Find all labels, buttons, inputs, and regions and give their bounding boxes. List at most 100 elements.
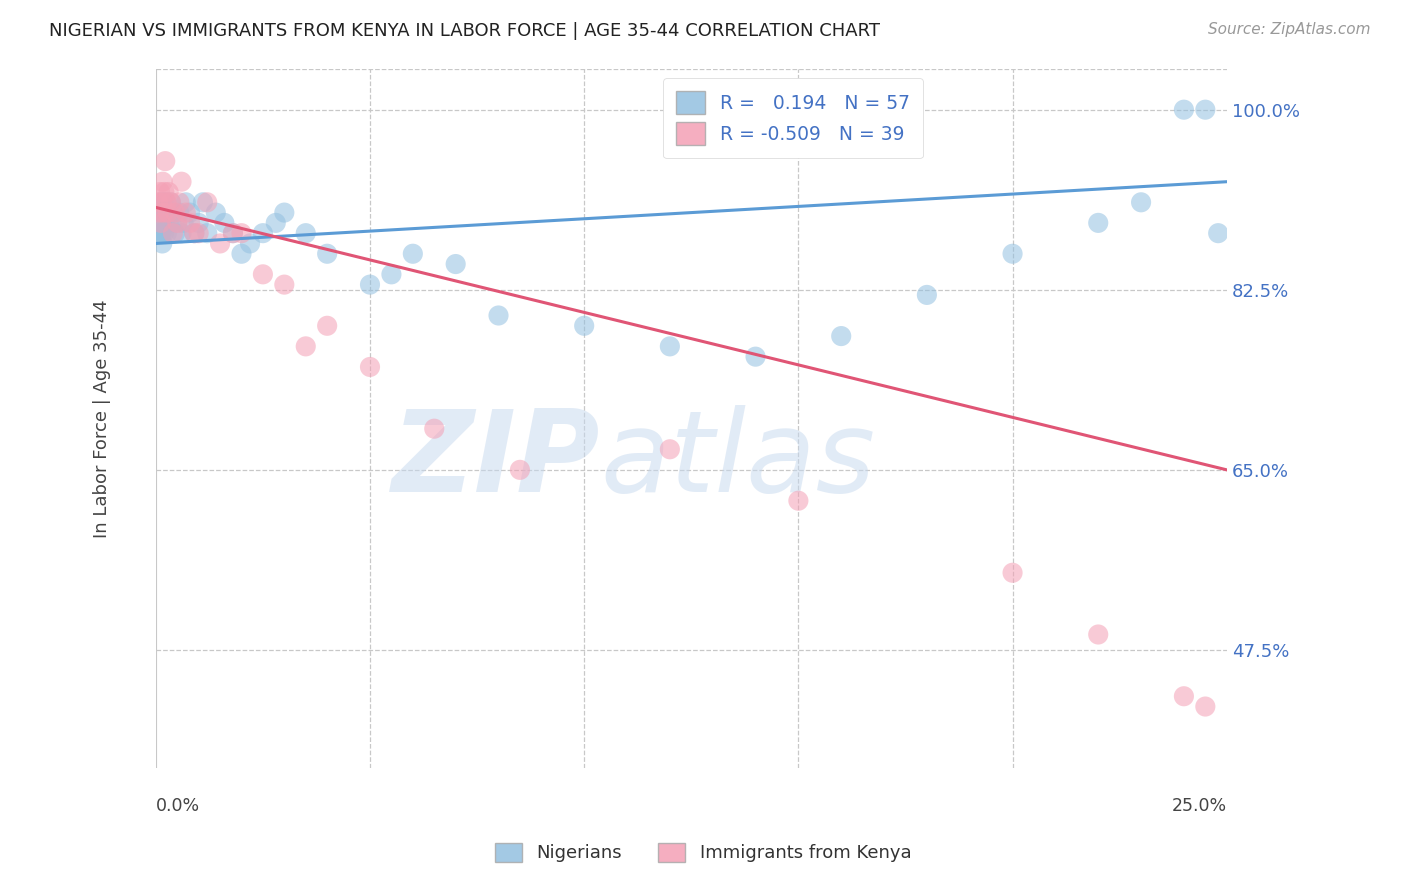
Point [150, 195, 173, 210]
Point [152, 205, 174, 219]
Point [359, 359, 381, 374]
Point [830, 329, 852, 343]
Text: NIGERIAN VS IMMIGRANTS FROM KENYA IN LABOR FORCE | AGE 35-44 CORRELATION CHART: NIGERIAN VS IMMIGRANTS FROM KENYA IN LAB… [49, 22, 880, 40]
Point [146, 226, 169, 240]
Point [1130, 195, 1153, 210]
Point [264, 216, 287, 230]
Point [174, 195, 197, 210]
Point [157, 185, 180, 199]
Point [150, 236, 173, 251]
Text: atlas: atlas [600, 405, 876, 516]
Point [1194, 103, 1216, 117]
Point [239, 236, 262, 251]
Point [222, 226, 245, 240]
Point [209, 236, 232, 251]
Point [159, 195, 181, 210]
Point [252, 226, 274, 240]
Point [195, 226, 218, 240]
Point [155, 205, 177, 219]
Point [915, 288, 938, 302]
Point [150, 226, 173, 240]
Point [183, 226, 205, 240]
Text: Source: ZipAtlas.com: Source: ZipAtlas.com [1208, 22, 1371, 37]
Point [1173, 690, 1195, 704]
Point [744, 350, 766, 364]
Point [174, 205, 197, 219]
Point [214, 216, 236, 230]
Point [444, 257, 467, 271]
Point [273, 205, 295, 219]
Point [1087, 216, 1109, 230]
Point [153, 226, 176, 240]
Point [423, 422, 446, 436]
Point [1087, 627, 1109, 641]
Text: ZIP: ZIP [392, 405, 600, 516]
Point [149, 216, 172, 230]
Point [153, 185, 176, 199]
Point [166, 216, 188, 230]
Point [316, 318, 339, 333]
Point [169, 205, 191, 219]
Point [159, 195, 181, 210]
Point [148, 205, 170, 219]
Point [1001, 566, 1024, 580]
Point [658, 339, 681, 353]
Point [148, 205, 170, 219]
Point [149, 216, 172, 230]
Point [195, 195, 218, 210]
Point [165, 226, 187, 240]
Point [380, 268, 402, 282]
Point [156, 226, 179, 240]
Legend: Nigerians, Immigrants from Kenya: Nigerians, Immigrants from Kenya [488, 836, 918, 870]
Point [231, 246, 253, 260]
Point [169, 195, 191, 210]
Point [402, 246, 425, 260]
Point [204, 205, 226, 219]
Point [191, 195, 214, 210]
Point [787, 493, 810, 508]
Point [162, 226, 184, 240]
Point [1001, 246, 1024, 260]
Point [294, 226, 316, 240]
Point [1206, 226, 1229, 240]
Point [152, 175, 174, 189]
Point [1194, 699, 1216, 714]
Point [294, 339, 316, 353]
Text: In Labor Force | Age 35-44: In Labor Force | Age 35-44 [93, 299, 111, 538]
Point [488, 309, 510, 323]
Point [658, 442, 681, 457]
Point [162, 205, 184, 219]
Point [156, 205, 179, 219]
Point [273, 277, 295, 292]
Point [157, 216, 180, 230]
Point [316, 246, 339, 260]
Point [153, 216, 176, 230]
Point [152, 195, 174, 210]
Point [146, 195, 169, 210]
Point [170, 175, 193, 189]
Point [170, 226, 193, 240]
Point [149, 195, 172, 210]
Point [165, 205, 187, 219]
Point [152, 205, 174, 219]
Point [166, 216, 188, 230]
Point [359, 277, 381, 292]
Point [155, 154, 177, 169]
Point [1173, 103, 1195, 117]
Point [187, 216, 209, 230]
Point [509, 463, 531, 477]
Point [179, 216, 201, 230]
Point [187, 226, 209, 240]
Point [149, 226, 172, 240]
Point [572, 318, 595, 333]
Point [183, 226, 205, 240]
Text: 25.0%: 25.0% [1171, 797, 1227, 815]
Point [155, 195, 177, 210]
Point [150, 205, 173, 219]
Legend: R =   0.194   N = 57, R = -0.509   N = 39: R = 0.194 N = 57, R = -0.509 N = 39 [664, 78, 922, 159]
Point [152, 216, 174, 230]
Point [173, 216, 195, 230]
Point [149, 185, 172, 199]
Point [231, 226, 253, 240]
Text: 0.0%: 0.0% [156, 797, 200, 815]
